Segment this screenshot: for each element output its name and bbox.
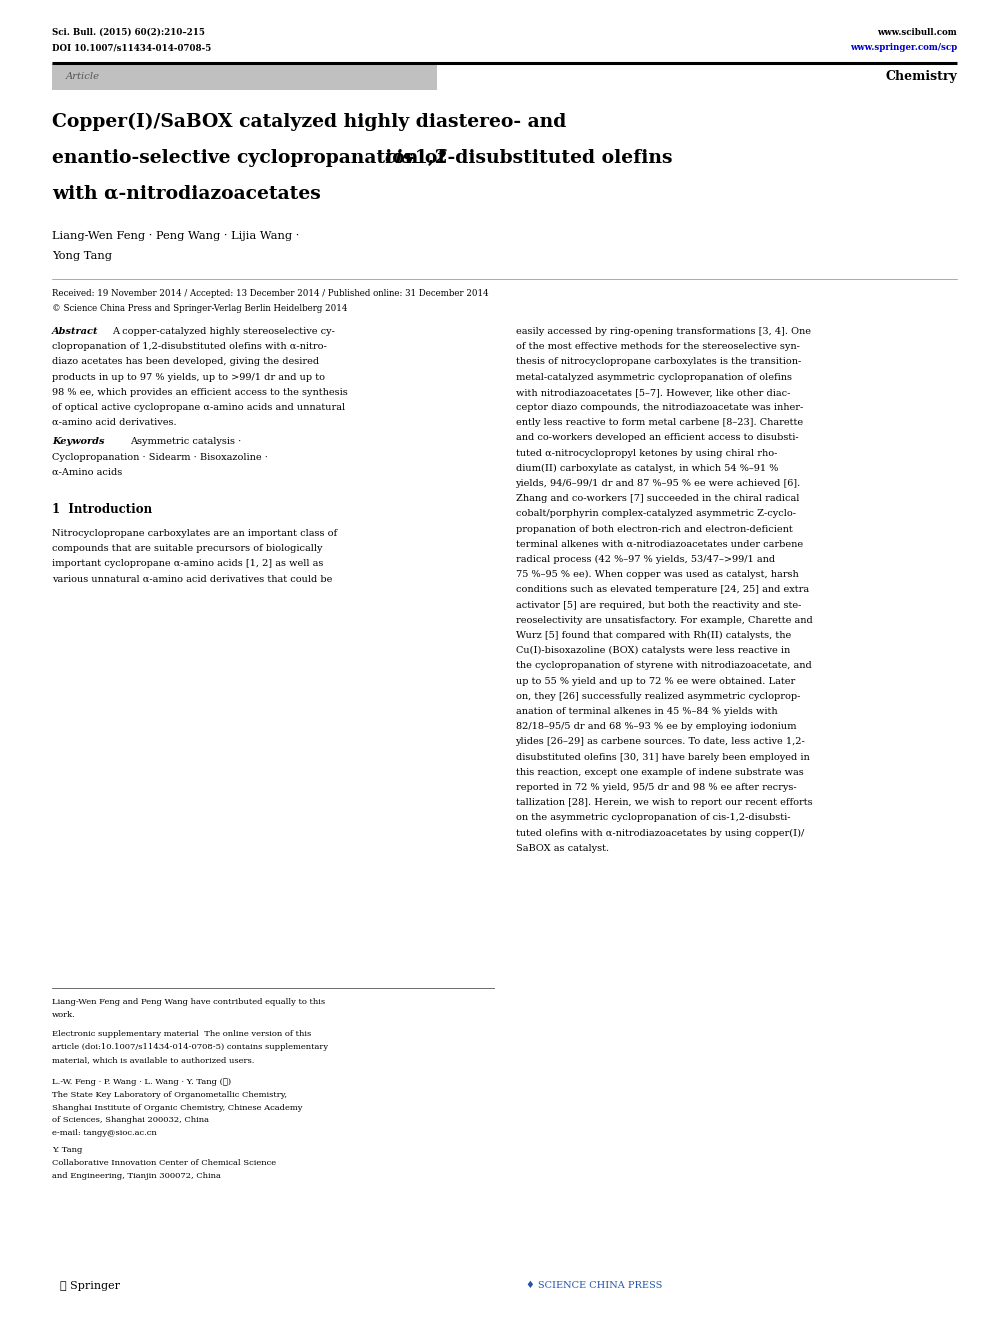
Text: thesis of nitrocyclopropane carboxylates is the transition-: thesis of nitrocyclopropane carboxylates… xyxy=(516,357,801,366)
Text: Copper(I)/SaBOX catalyzed highly diastereo- and: Copper(I)/SaBOX catalyzed highly diaster… xyxy=(52,113,566,132)
Text: conditions such as elevated temperature [24, 25] and extra: conditions such as elevated temperature … xyxy=(516,585,808,594)
Text: tallization [28]. Herein, we wish to report our recent efforts: tallization [28]. Herein, we wish to rep… xyxy=(516,799,812,807)
Text: propanation of both electron-rich and electron-deficient: propanation of both electron-rich and el… xyxy=(516,525,793,534)
Text: Chemistry: Chemistry xyxy=(885,70,957,83)
Text: Nitrocyclopropane carboxylates are an important class of: Nitrocyclopropane carboxylates are an im… xyxy=(52,529,337,538)
Text: Keywords: Keywords xyxy=(52,438,104,447)
Text: © Science China Press and Springer-Verlag Berlin Heidelberg 2014: © Science China Press and Springer-Verla… xyxy=(52,304,347,312)
Text: Yong Tang: Yong Tang xyxy=(52,250,112,261)
Text: disubstituted olefins [30, 31] have barely been employed in: disubstituted olefins [30, 31] have bare… xyxy=(516,753,809,762)
Text: radical process (42 %–97 % yields, 53/47–>99/1 and: radical process (42 %–97 % yields, 53/47… xyxy=(516,555,775,564)
Text: www.springer.com/scp: www.springer.com/scp xyxy=(850,43,957,53)
Text: tuted α-nitrocyclopropyl ketones by using chiral rho-: tuted α-nitrocyclopropyl ketones by usin… xyxy=(516,448,777,457)
Text: tuted olefins with α-nitrodiazoacetates by using copper(I)/: tuted olefins with α-nitrodiazoacetates … xyxy=(516,829,804,838)
Text: Cu(I)-bisoxazoline (BOX) catalysts were less reactive in: Cu(I)-bisoxazoline (BOX) catalysts were … xyxy=(516,646,790,655)
Text: www.scibull.com: www.scibull.com xyxy=(877,28,957,37)
Text: of Sciences, Shanghai 200032, China: of Sciences, Shanghai 200032, China xyxy=(52,1116,209,1124)
Text: diazo acetates has been developed, giving the desired: diazo acetates has been developed, givin… xyxy=(52,357,319,366)
Text: metal-catalyzed asymmetric cyclopropanation of olefins: metal-catalyzed asymmetric cyclopropanat… xyxy=(516,373,792,382)
Text: cis: cis xyxy=(385,149,414,167)
Text: easily accessed by ring-opening transformations [3, 4]. One: easily accessed by ring-opening transfor… xyxy=(516,327,810,336)
Text: the cyclopropanation of styrene with nitrodiazoacetate, and: the cyclopropanation of styrene with nit… xyxy=(516,662,811,671)
Text: dium(II) carboxylate as catalyst, in which 54 %–91 %: dium(II) carboxylate as catalyst, in whi… xyxy=(516,464,778,473)
Text: Sci. Bull. (2015) 60(2):210–215: Sci. Bull. (2015) 60(2):210–215 xyxy=(52,28,205,37)
Text: ylides [26–29] as carbene sources. To date, less active 1,2-: ylides [26–29] as carbene sources. To da… xyxy=(516,737,806,746)
Text: Cyclopropanation · Sidearm · Bisoxazoline ·: Cyclopropanation · Sidearm · Bisoxazolin… xyxy=(52,452,268,461)
Text: important cyclopropane α-amino acids [1, 2] as well as: important cyclopropane α-amino acids [1,… xyxy=(52,559,323,568)
Text: Electronic supplementary material  The online version of this: Electronic supplementary material The on… xyxy=(52,1029,311,1039)
Text: this reaction, except one example of indene substrate was: this reaction, except one example of ind… xyxy=(516,768,804,776)
Text: The State Key Laboratory of Organometallic Chemistry,: The State Key Laboratory of Organometall… xyxy=(52,1091,287,1099)
Text: SaBOX as catalyst.: SaBOX as catalyst. xyxy=(516,844,609,853)
Text: Zhang and co-workers [7] succeeded in the chiral radical: Zhang and co-workers [7] succeeded in th… xyxy=(516,494,799,503)
Text: ently less reactive to form metal carbene [8–23]. Charette: ently less reactive to form metal carben… xyxy=(516,418,803,427)
Text: Article: Article xyxy=(66,71,100,80)
Text: yields, 94/6–99/1 dr and 87 %–95 % ee were achieved [6].: yields, 94/6–99/1 dr and 87 %–95 % ee we… xyxy=(516,478,801,488)
Text: reoselectivity are unsatisfactory. For example, Charette and: reoselectivity are unsatisfactory. For e… xyxy=(516,616,812,625)
Text: compounds that are suitable precursors of biologically: compounds that are suitable precursors o… xyxy=(52,544,322,554)
Text: of the most effective methods for the stereoselective syn-: of the most effective methods for the st… xyxy=(516,343,800,351)
Text: -1,2-disubstituted olefins: -1,2-disubstituted olefins xyxy=(407,149,673,167)
Text: and Engineering, Tianjin 300072, China: and Engineering, Tianjin 300072, China xyxy=(52,1172,221,1180)
Text: work.: work. xyxy=(52,1011,75,1019)
Text: Y. Tang: Y. Tang xyxy=(52,1145,82,1155)
Text: Liang-Wen Feng and Peng Wang have contributed equally to this: Liang-Wen Feng and Peng Wang have contri… xyxy=(52,998,325,1006)
Text: and co-workers developed an efficient access to disubsti-: and co-workers developed an efficient ac… xyxy=(516,434,799,443)
Text: L.-W. Feng · P. Wang · L. Wang · Y. Tang (✉): L.-W. Feng · P. Wang · L. Wang · Y. Tang… xyxy=(52,1078,231,1086)
Text: 98 % ee, which provides an efficient access to the synthesis: 98 % ee, which provides an efficient acc… xyxy=(52,387,348,397)
Text: Liang-Wen Feng · Peng Wang · Lijia Wang ·: Liang-Wen Feng · Peng Wang · Lijia Wang … xyxy=(52,231,300,241)
Text: of optical active cyclopropane α-amino acids and unnatural: of optical active cyclopropane α-amino a… xyxy=(52,403,345,413)
Text: anation of terminal alkenes in 45 %–84 % yields with: anation of terminal alkenes in 45 %–84 %… xyxy=(516,706,777,716)
Text: enantio-selective cyclopropanation of: enantio-selective cyclopropanation of xyxy=(52,149,452,167)
Text: article (doi:10.1007/s11434-014-0708-5) contains supplementary: article (doi:10.1007/s11434-014-0708-5) … xyxy=(52,1043,328,1050)
Text: ♦ SCIENCE CHINA PRESS: ♦ SCIENCE CHINA PRESS xyxy=(526,1281,663,1290)
Text: 82/18–95/5 dr and 68 %–93 % ee by employing iodonium: 82/18–95/5 dr and 68 %–93 % ee by employ… xyxy=(516,722,796,731)
Text: Asymmetric catalysis ·: Asymmetric catalysis · xyxy=(130,438,241,447)
Text: α-Amino acids: α-Amino acids xyxy=(52,468,122,477)
Text: various unnatural α-amino acid derivatives that could be: various unnatural α-amino acid derivativ… xyxy=(52,575,332,584)
Text: with α-nitrodiazoacetates: with α-nitrodiazoacetates xyxy=(52,185,320,203)
Text: on, they [26] successfully realized asymmetric cycloprop-: on, they [26] successfully realized asym… xyxy=(516,692,800,701)
Text: ceptor diazo compounds, the nitrodiazoacetate was inher-: ceptor diazo compounds, the nitrodiazoac… xyxy=(516,403,803,413)
Text: e-mail: tangy@sioc.ac.cn: e-mail: tangy@sioc.ac.cn xyxy=(52,1130,157,1137)
Text: material, which is available to authorized users.: material, which is available to authoriz… xyxy=(52,1056,254,1064)
Text: on the asymmetric cyclopropanation of cis-1,2-disubsti-: on the asymmetric cyclopropanation of ci… xyxy=(516,813,790,822)
Text: Received: 19 November 2014 / Accepted: 13 December 2014 / Published online: 31 D: Received: 19 November 2014 / Accepted: 1… xyxy=(52,289,489,298)
Text: Abstract: Abstract xyxy=(52,327,98,336)
Text: Ⓜ Springer: Ⓜ Springer xyxy=(60,1281,120,1292)
Text: DOI 10.1007/s11434-014-0708-5: DOI 10.1007/s11434-014-0708-5 xyxy=(52,43,211,53)
Text: reported in 72 % yield, 95/5 dr and 98 % ee after recrys-: reported in 72 % yield, 95/5 dr and 98 %… xyxy=(516,783,797,792)
Text: Shanghai Institute of Organic Chemistry, Chinese Academy: Shanghai Institute of Organic Chemistry,… xyxy=(52,1103,303,1111)
Text: clopropanation of 1,2-disubstituted olefins with α-nitro-: clopropanation of 1,2-disubstituted olef… xyxy=(52,343,326,351)
Text: 1  Introduction: 1 Introduction xyxy=(52,503,152,517)
Text: Wurz [5] found that compared with Rh(II) catalysts, the: Wurz [5] found that compared with Rh(II)… xyxy=(516,631,791,641)
Text: with nitrodiazoacetates [5–7]. However, like other diac-: with nitrodiazoacetates [5–7]. However, … xyxy=(516,387,790,397)
Text: products in up to 97 % yields, up to >99/1 dr and up to: products in up to 97 % yields, up to >99… xyxy=(52,373,325,382)
Text: 75 %–95 % ee). When copper was used as catalyst, harsh: 75 %–95 % ee). When copper was used as c… xyxy=(516,571,799,580)
Text: up to 55 % yield and up to 72 % ee were obtained. Later: up to 55 % yield and up to 72 % ee were … xyxy=(516,676,795,685)
Text: terminal alkenes with α-nitrodiazoacetates under carbene: terminal alkenes with α-nitrodiazoacetat… xyxy=(516,540,803,548)
Text: Collaborative Innovation Center of Chemical Science: Collaborative Innovation Center of Chemi… xyxy=(52,1159,276,1166)
Text: A copper-catalyzed highly stereoselective cy-: A copper-catalyzed highly stereoselectiv… xyxy=(112,327,335,336)
Text: activator [5] are required, but both the reactivity and ste-: activator [5] are required, but both the… xyxy=(516,601,801,610)
Text: cobalt/porphyrin complex-catalyzed asymmetric Z-cyclo-: cobalt/porphyrin complex-catalyzed asymm… xyxy=(516,509,796,518)
Text: α-amino acid derivatives.: α-amino acid derivatives. xyxy=(52,418,177,427)
FancyBboxPatch shape xyxy=(52,62,437,90)
